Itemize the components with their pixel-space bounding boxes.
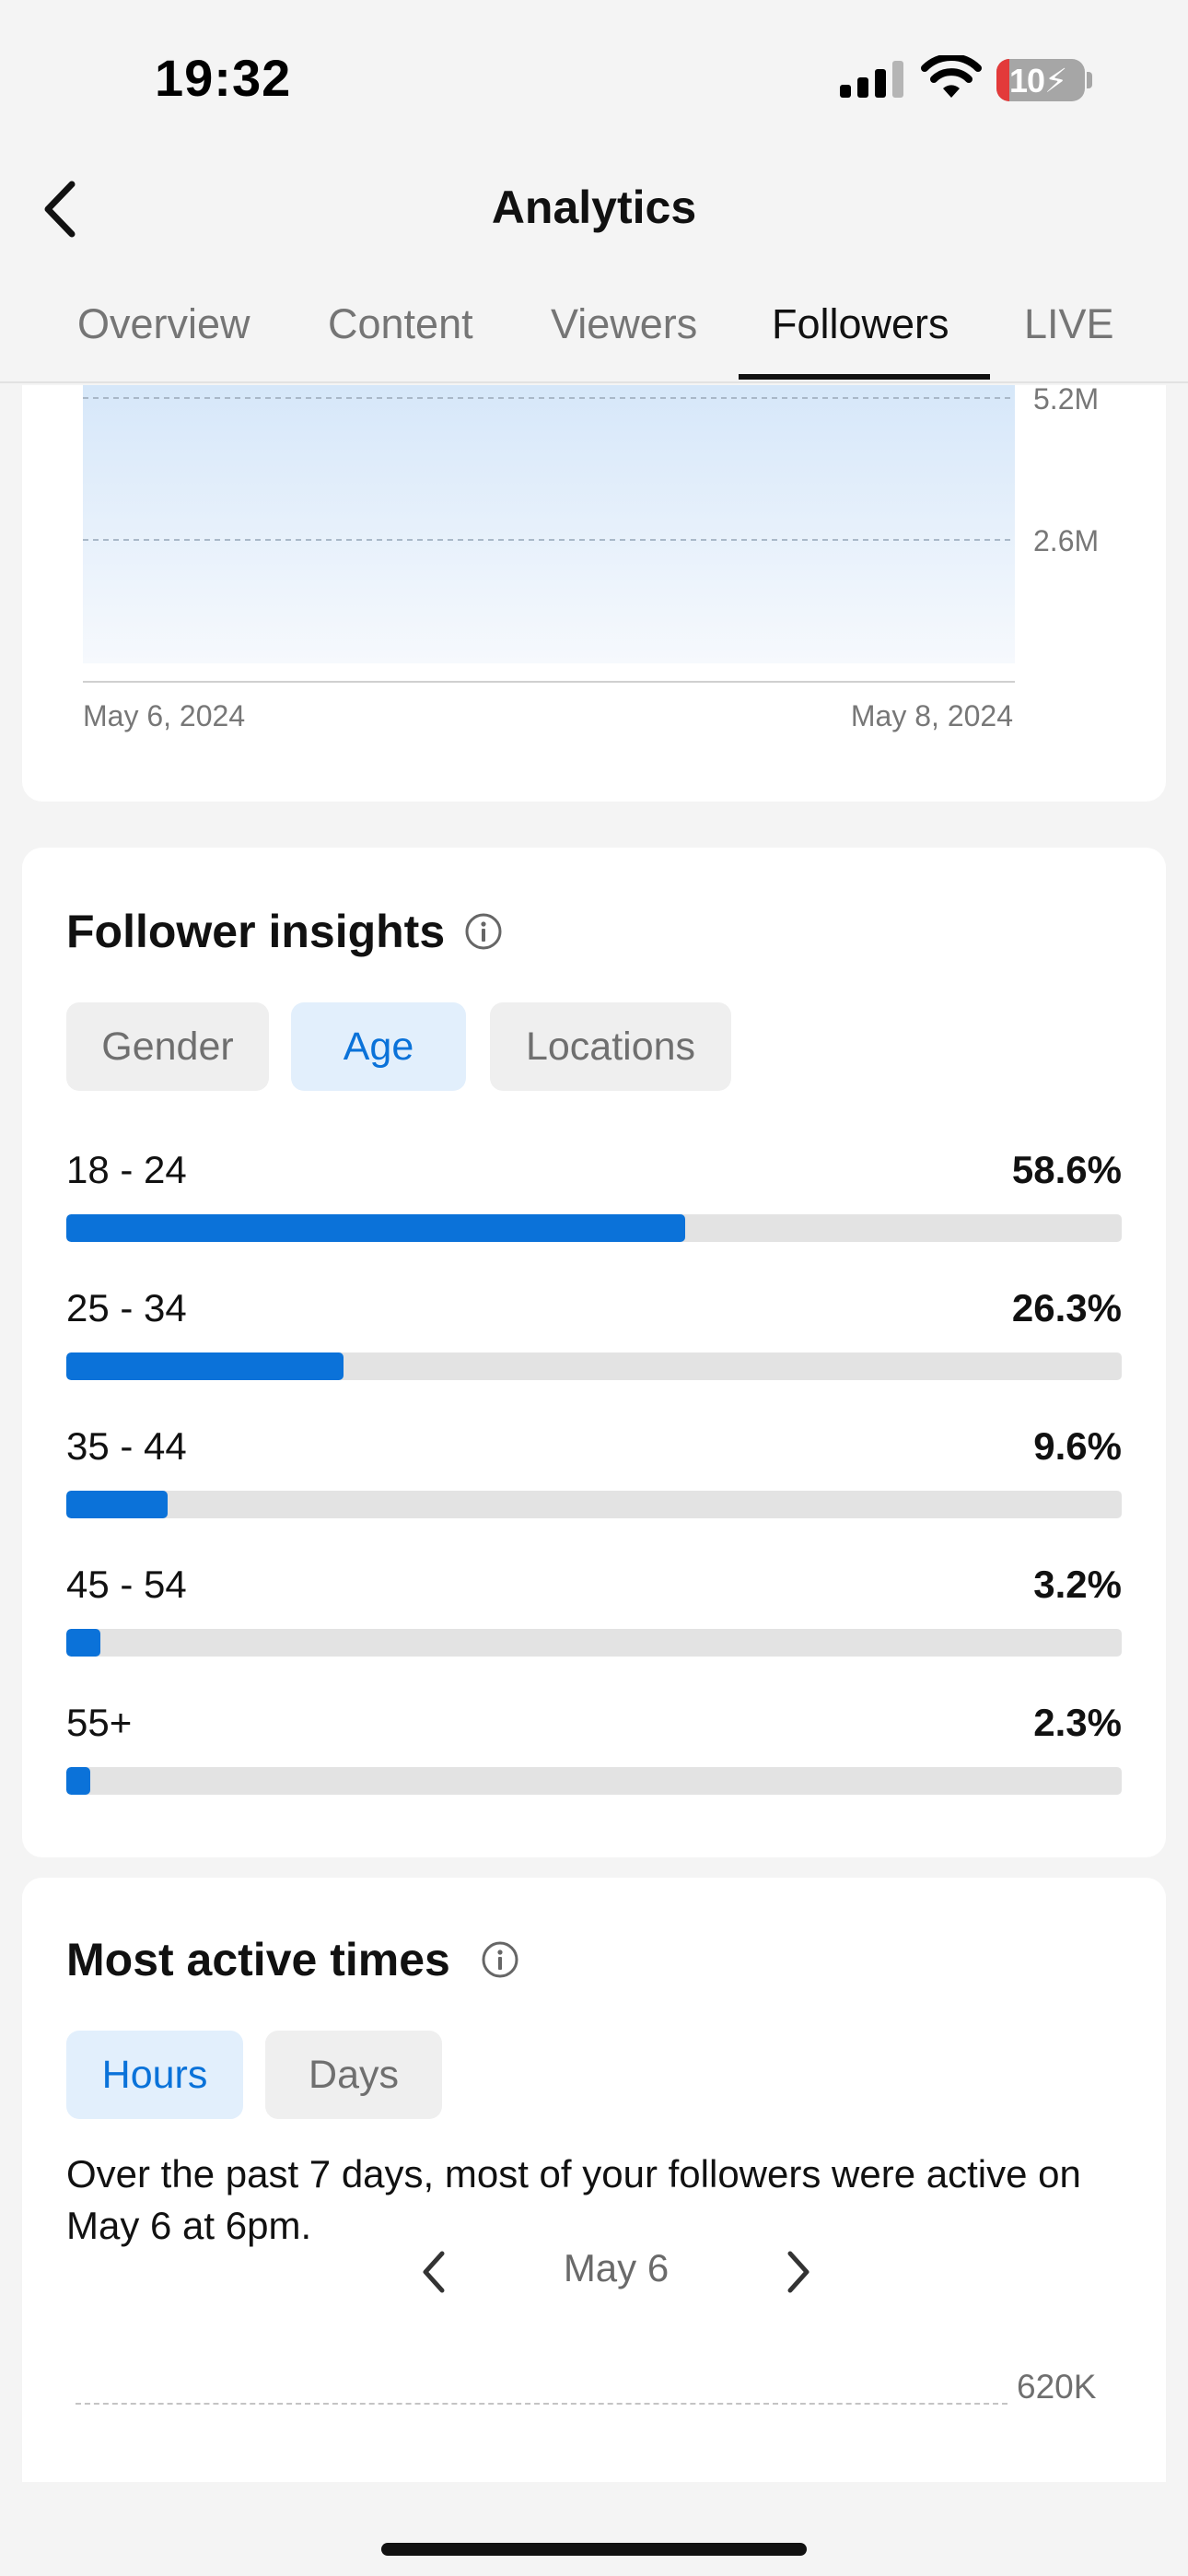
chevron-left-icon[interactable] (416, 2246, 453, 2298)
active-times-description: Over the past 7 days, most of your follo… (66, 2152, 1081, 2247)
status-time: 19:32 (155, 49, 292, 107)
cellular-signal-icon (840, 61, 903, 98)
battery-icon: 10⚡ (996, 59, 1085, 101)
age-bar-fill (66, 1629, 100, 1657)
active-times-chart (22, 1878, 1166, 2482)
chevron-right-icon[interactable] (779, 2246, 816, 2298)
info-icon[interactable] (464, 912, 503, 951)
filter-days-chip[interactable]: Days (265, 2031, 442, 2119)
bottom-bar (0, 2482, 1188, 2576)
age-bar-track (66, 1491, 1122, 1518)
wifi-icon (921, 55, 982, 98)
page-title: Analytics (491, 181, 697, 233)
age-bar-track (66, 1629, 1122, 1657)
tab-viewers[interactable]: Viewers (551, 300, 698, 347)
age-row: 55+ 2.3% (66, 1701, 1122, 1811)
home-indicator[interactable] (381, 2543, 807, 2556)
tab-live[interactable]: LIVE (1024, 300, 1114, 347)
tab-bar: Overview Content Viewers Followers LIVE (0, 291, 1188, 383)
age-row: 35 - 44 9.6% (66, 1424, 1122, 1535)
y-axis-label-top: 5.2M (1033, 385, 1099, 416)
active-times-gridline (76, 2403, 1007, 2405)
filter-gender-chip[interactable]: Gender (66, 1002, 269, 1091)
selected-date-label: May 6 (563, 2246, 670, 2289)
active-tab-indicator (739, 374, 990, 380)
tab-content[interactable]: Content (328, 300, 473, 347)
follower-insights-card: Follower insights Gender Age Locations 1… (22, 848, 1166, 1857)
tab-overview[interactable]: Overview (77, 300, 250, 347)
age-range-label: 18 - 24 (66, 1148, 187, 1191)
age-row: 25 - 34 26.3% (66, 1286, 1122, 1397)
x-axis-label-end: May 8, 2024 (851, 699, 1013, 732)
age-range-label: 45 - 54 (66, 1563, 187, 1606)
follower-chart: 5.2M 2.6M May 6, 2024 May 8, 2024 (83, 385, 1099, 732)
battery-level: 10⚡ (1009, 62, 1067, 100)
active-times-y-label: 620K (1017, 2368, 1097, 2406)
follower-area (83, 385, 1015, 663)
age-bar-fill (66, 1352, 344, 1380)
x-axis-label-start: May 6, 2024 (83, 699, 245, 732)
back-arrow-icon[interactable] (37, 177, 83, 241)
info-icon[interactable] (481, 1940, 519, 1979)
battery-low-indicator (996, 59, 1009, 101)
follower-insights-title: Follower insights (66, 906, 446, 957)
age-range-label: 55+ (66, 1701, 133, 1744)
most-active-times-card: Most active times Hours Days Over the pa… (22, 1878, 1166, 2482)
follower-chart-card: 5.2M 2.6M May 6, 2024 May 8, 2024 (22, 385, 1166, 802)
filter-age-chip[interactable]: Age (291, 1002, 466, 1091)
age-row: 45 - 54 3.2% (66, 1563, 1122, 1673)
filter-hours-chip[interactable]: Hours (66, 2031, 243, 2119)
age-range-label: 25 - 34 (66, 1286, 187, 1329)
age-row: 18 - 24 58.6% (66, 1148, 1122, 1259)
tab-followers[interactable]: Followers (772, 300, 949, 347)
age-percent-value: 2.3% (1033, 1701, 1122, 1744)
age-bar-track (66, 1352, 1122, 1380)
age-bar-track (66, 1214, 1122, 1242)
age-bar-fill (66, 1491, 169, 1518)
age-bar-track (66, 1767, 1122, 1795)
most-active-times-title: Most active times (66, 1934, 450, 1985)
age-percent-value: 26.3% (1011, 1286, 1122, 1329)
age-bar-fill (66, 1767, 91, 1795)
age-bar-fill (66, 1214, 685, 1242)
filter-locations-chip[interactable]: Locations (490, 1002, 731, 1091)
y-axis-label-mid: 2.6M (1033, 524, 1099, 557)
battery-cap (1087, 72, 1092, 88)
status-bar: 19:32 10⚡ (0, 0, 1188, 157)
scroll-content[interactable]: 5.2M 2.6M May 6, 2024 May 8, 2024 Follow… (0, 385, 1188, 2482)
age-percent-value: 9.6% (1033, 1424, 1122, 1468)
age-range-label: 35 - 44 (66, 1424, 187, 1468)
age-percent-value: 58.6% (1011, 1148, 1122, 1191)
age-percent-value: 3.2% (1033, 1563, 1122, 1606)
